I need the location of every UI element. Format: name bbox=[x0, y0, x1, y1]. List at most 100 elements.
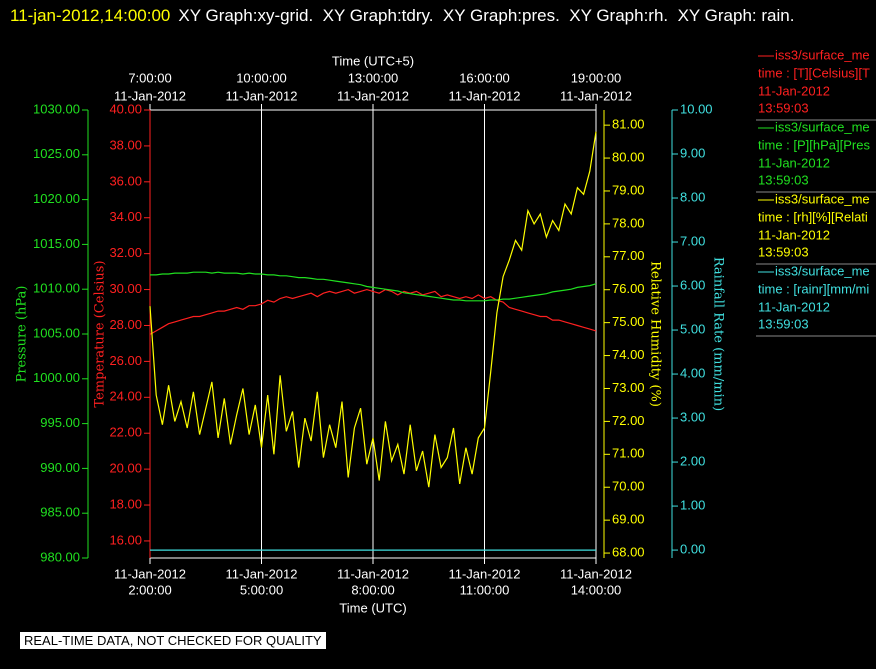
y-tick-label: 1020.00 bbox=[33, 191, 80, 206]
y-tick-label: 26.00 bbox=[109, 353, 142, 368]
y-tick-label: 0.00 bbox=[680, 542, 705, 557]
quality-note: REAL-TIME DATA, NOT CHECKED FOR QUALITY bbox=[20, 632, 326, 649]
series-line bbox=[150, 271, 597, 302]
legend-label: time : [P][hPa][Pres bbox=[758, 137, 870, 152]
y-tick-label: 8.00 bbox=[680, 189, 705, 204]
y-tick-label: 38.00 bbox=[109, 137, 142, 152]
x2-tick-label: 10:00:00 bbox=[236, 70, 287, 85]
y-tick-label: 69.00 bbox=[612, 512, 645, 527]
y-tick-label: 4.00 bbox=[680, 365, 705, 380]
x-tick-date: 11-Jan-2012 bbox=[337, 566, 409, 581]
y-tick-label: 76.00 bbox=[612, 281, 645, 296]
y-axis-label: Temperature (Celsius) bbox=[93, 260, 108, 407]
legend-label: time : [rainr][mm/mi bbox=[758, 281, 869, 296]
x2-axis-label: Time (UTC+5) bbox=[332, 53, 414, 68]
y-tick-label: 40.00 bbox=[109, 101, 142, 116]
y-tick-label: 1030.00 bbox=[33, 101, 80, 116]
x2-tick-date: 11-Jan-2012 bbox=[225, 88, 297, 103]
x2-tick-date: 11-Jan-2012 bbox=[114, 88, 186, 103]
legend-time: 13:59:03 bbox=[758, 316, 809, 331]
legend-date: 11-Jan-2012 bbox=[758, 299, 830, 314]
legend-label: time : [T][Celsius][T bbox=[758, 65, 870, 80]
legend-date: 11-Jan-2012 bbox=[758, 155, 830, 170]
y-tick-label: 79.00 bbox=[612, 182, 645, 197]
y-tick-label: 985.00 bbox=[40, 505, 80, 520]
x-tick-label: 2:00:00 bbox=[128, 582, 171, 597]
y-tick-label: 1.00 bbox=[680, 498, 705, 513]
x2-tick-date: 11-Jan-2012 bbox=[448, 88, 520, 103]
y-tick-label: 74.00 bbox=[612, 347, 645, 362]
y-tick-label: 16.00 bbox=[109, 532, 142, 547]
x2-tick-label: 13:00:00 bbox=[348, 70, 399, 85]
y-tick-label: 9.00 bbox=[680, 145, 705, 160]
y-tick-label: 72.00 bbox=[612, 413, 645, 428]
x-tick-date: 11-Jan-2012 bbox=[448, 566, 520, 581]
legend-date: 11-Jan-2012 bbox=[758, 83, 830, 98]
legend-name: iss3/surface_me bbox=[775, 191, 870, 206]
y-axis-label: Rainfall Rate (mm/min) bbox=[711, 257, 726, 411]
y-tick-label: 2.00 bbox=[680, 454, 705, 469]
y-tick-label: 995.00 bbox=[40, 415, 80, 430]
x2-tick-date: 11-Jan-2012 bbox=[560, 88, 632, 103]
y-tick-label: 81.00 bbox=[612, 117, 645, 132]
y-tick-label: 1005.00 bbox=[33, 325, 80, 340]
y-tick-label: 30.00 bbox=[109, 281, 142, 296]
legend-label: time : [rh][%][Relati bbox=[758, 209, 868, 224]
x-tick-date: 11-Jan-2012 bbox=[560, 566, 632, 581]
x-tick-date: 11-Jan-2012 bbox=[225, 566, 297, 581]
y-tick-label: 80.00 bbox=[612, 149, 645, 164]
y-tick-label: 24.00 bbox=[109, 389, 142, 404]
series-line bbox=[149, 131, 597, 488]
y-tick-label: 1000.00 bbox=[33, 370, 80, 385]
y-tick-label: 68.00 bbox=[612, 544, 645, 559]
legend-time: 13:59:03 bbox=[758, 244, 809, 259]
legend-time: 13:59:03 bbox=[758, 172, 809, 187]
y-tick-label: 20.00 bbox=[109, 461, 142, 476]
title: 11-jan-2012,14:00:00 bbox=[10, 6, 171, 25]
y-tick-label: 990.00 bbox=[40, 460, 80, 475]
y-tick-label: 1025.00 bbox=[33, 146, 80, 161]
y-tick-label: 22.00 bbox=[109, 425, 142, 440]
y-tick-label: 34.00 bbox=[109, 209, 142, 224]
x2-tick-label: 16:00:00 bbox=[459, 70, 510, 85]
legend-name: iss3/surface_me bbox=[775, 119, 870, 134]
y-axis-label: Pressure (hPa) bbox=[15, 286, 30, 383]
y-tick-label: 77.00 bbox=[612, 248, 645, 263]
y-tick-label: 73.00 bbox=[612, 380, 645, 395]
x-tick-label: 8:00:00 bbox=[351, 582, 394, 597]
x-tick-label: 5:00:00 bbox=[240, 582, 283, 597]
y-tick-label: 75.00 bbox=[612, 314, 645, 329]
x-tick-label: 11:00:00 bbox=[460, 582, 510, 597]
y-tick-label: 18.00 bbox=[109, 496, 142, 511]
y-tick-label: 7.00 bbox=[680, 233, 705, 248]
y-tick-label: 980.00 bbox=[40, 549, 80, 564]
y-tick-label: 70.00 bbox=[612, 479, 645, 494]
x2-tick-label: 7:00:00 bbox=[128, 70, 171, 85]
x-tick-label: 14:00:00 bbox=[571, 582, 622, 597]
legend-name: iss3/surface_me bbox=[775, 263, 870, 278]
y-tick-label: 28.00 bbox=[109, 317, 142, 332]
y-tick-label: 3.00 bbox=[680, 409, 705, 424]
title-rest: XY Graph:xy-grid. XY Graph:tdry. XY Grap… bbox=[178, 6, 795, 25]
x2-tick-date: 11-Jan-2012 bbox=[337, 88, 409, 103]
y-tick-label: 6.00 bbox=[680, 277, 705, 292]
title-bar: 11-jan-2012,14:00:00 XY Graph:xy-grid. XY… bbox=[10, 2, 850, 30]
legend-date: 11-Jan-2012 bbox=[758, 227, 830, 242]
x2-tick-label: 19:00:00 bbox=[571, 70, 622, 85]
y-axis-label: Relative Humidity (%) bbox=[648, 261, 663, 407]
y-tick-label: 36.00 bbox=[109, 173, 142, 188]
x-axis-label: Time (UTC) bbox=[339, 600, 406, 615]
y-tick-label: 32.00 bbox=[109, 245, 142, 260]
y-tick-label: 5.00 bbox=[680, 321, 705, 336]
y-tick-label: 78.00 bbox=[612, 215, 645, 230]
legend-time: 13:59:03 bbox=[758, 100, 809, 115]
y-tick-label: 1015.00 bbox=[33, 236, 80, 251]
series-line bbox=[149, 288, 597, 335]
y-tick-label: 1010.00 bbox=[33, 281, 80, 296]
y-tick-label: 10.00 bbox=[680, 101, 713, 116]
x-tick-date: 11-Jan-2012 bbox=[114, 566, 186, 581]
y-tick-label: 71.00 bbox=[612, 446, 645, 461]
legend-name: iss3/surface_me bbox=[775, 47, 870, 62]
